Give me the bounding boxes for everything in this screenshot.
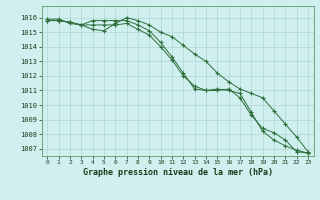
X-axis label: Graphe pression niveau de la mer (hPa): Graphe pression niveau de la mer (hPa) (83, 168, 273, 177)
